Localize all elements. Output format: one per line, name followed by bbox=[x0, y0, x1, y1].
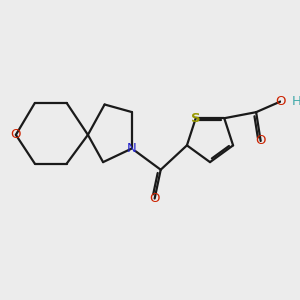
Text: S: S bbox=[191, 112, 201, 125]
Text: O: O bbox=[275, 95, 286, 108]
Text: O: O bbox=[11, 128, 21, 141]
Text: H: H bbox=[292, 95, 300, 108]
Text: O: O bbox=[149, 192, 160, 205]
Text: N: N bbox=[127, 142, 137, 155]
Text: O: O bbox=[255, 134, 266, 148]
